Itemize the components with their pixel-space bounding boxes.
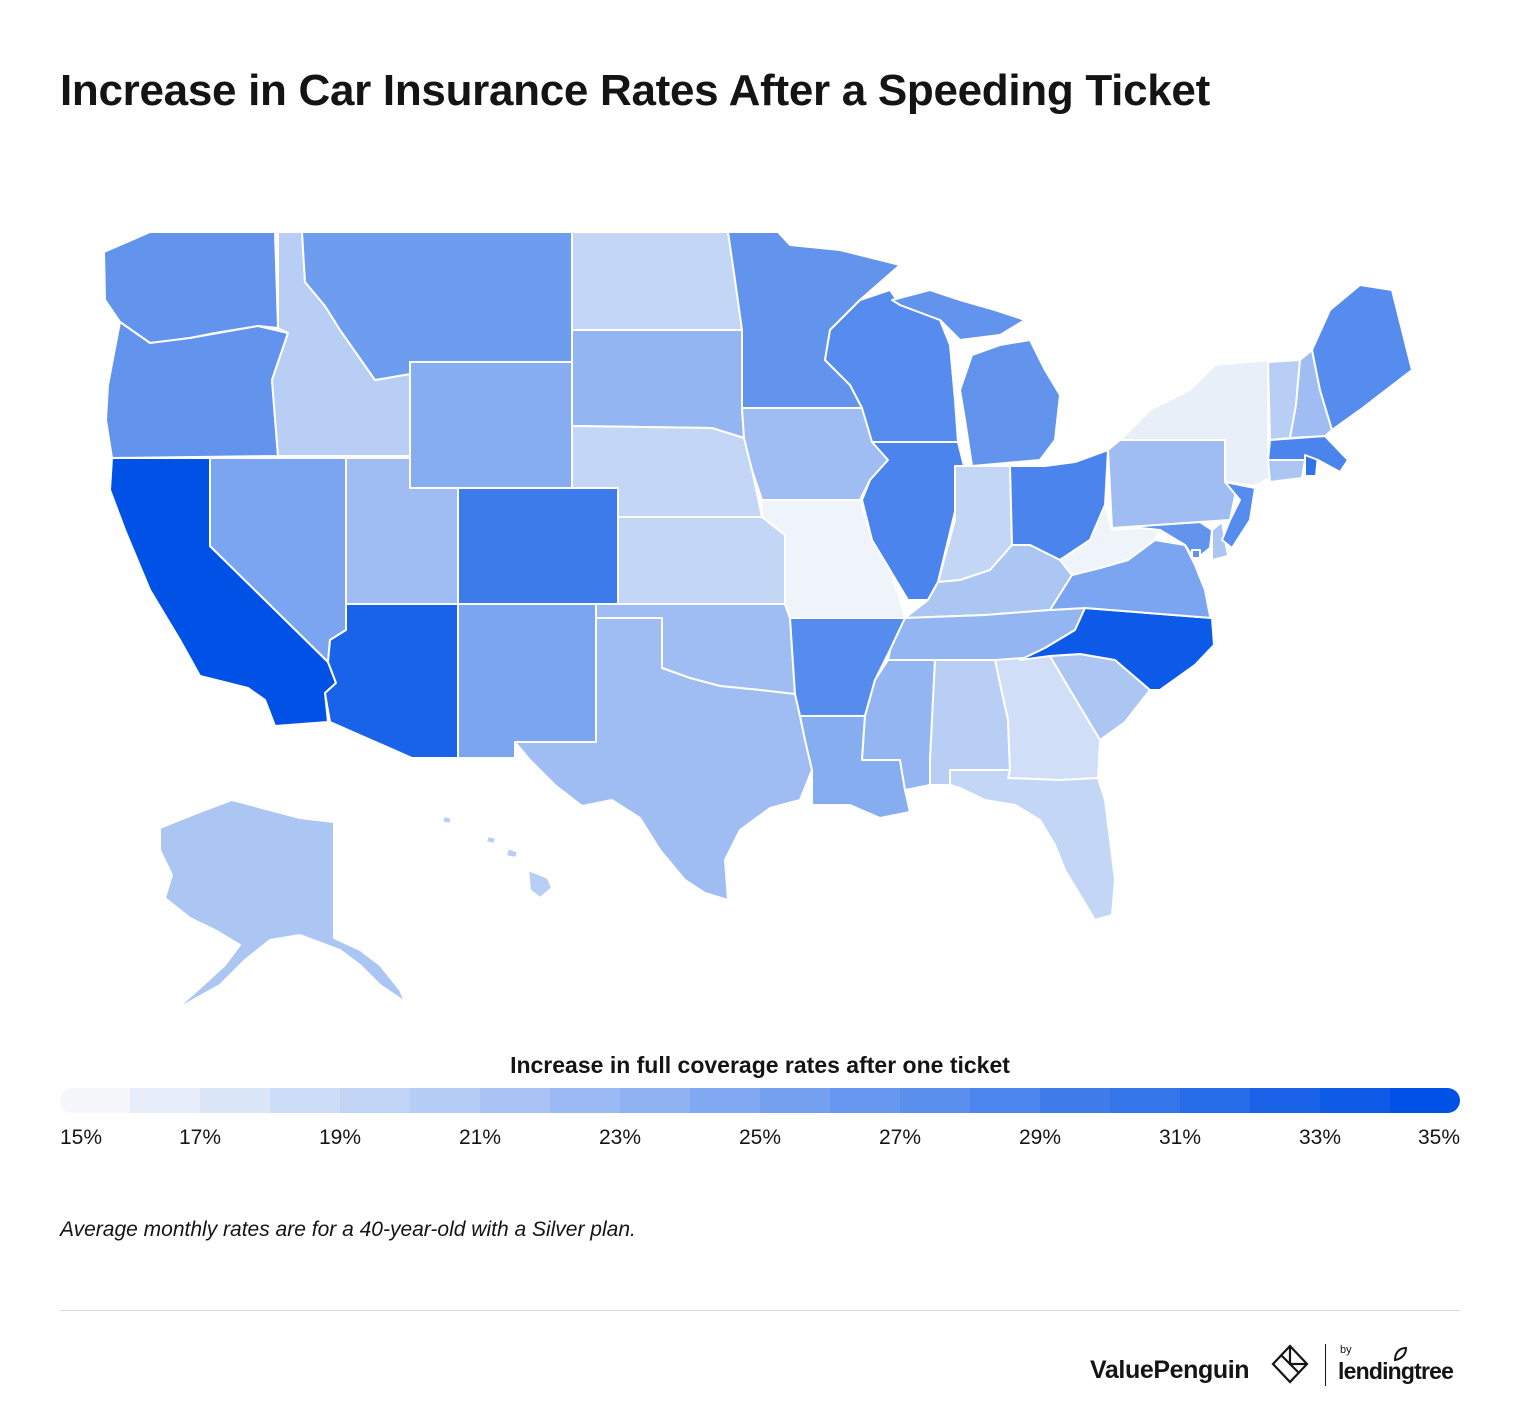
state-DE	[1211, 521, 1229, 561]
state-NY	[1119, 359, 1271, 487]
legend-tick-label: 33%	[1298, 1126, 1342, 1149]
legend-tick-label: 23%	[598, 1126, 642, 1149]
legend-color-scale	[60, 1088, 1460, 1113]
state-KS	[617, 516, 786, 605]
legend-tick-label: 27%	[878, 1126, 922, 1149]
legend-tick-label: 21%	[458, 1126, 502, 1149]
state-PA	[1107, 439, 1241, 529]
legend-color-step	[830, 1088, 900, 1113]
legend-color-step	[1250, 1088, 1320, 1113]
legend-color-step	[480, 1088, 550, 1113]
legend-color-step	[690, 1088, 760, 1113]
legend-color-step	[550, 1088, 620, 1113]
state-MA	[1267, 435, 1349, 473]
legend-color-step	[130, 1088, 200, 1113]
footer-divider	[60, 1310, 1460, 1311]
legend-color-step	[1390, 1088, 1460, 1113]
legend-color-step	[340, 1088, 410, 1113]
legend-color-step	[410, 1088, 480, 1113]
state-NM	[457, 603, 597, 759]
brand-by-label: by	[1340, 1344, 1352, 1356]
legend-color-step	[620, 1088, 690, 1113]
state-FL	[949, 769, 1116, 921]
footnote: Average monthly rates are for a 40-year-…	[60, 1218, 636, 1241]
legend-tick-label: 31%	[1158, 1126, 1202, 1149]
legend-tick-label: 17%	[178, 1126, 222, 1149]
state-AL	[929, 659, 1011, 786]
state-NJ	[1221, 481, 1256, 549]
brand-divider	[1325, 1344, 1326, 1386]
legend-title: Increase in full coverage rates after on…	[510, 1052, 1010, 1078]
legend-color-step	[270, 1088, 340, 1113]
legend-color-step	[900, 1088, 970, 1113]
legend-tick-label: 25%	[738, 1126, 782, 1149]
state-NC	[1019, 607, 1215, 691]
legend-tick-label: 35%	[1417, 1126, 1460, 1149]
lendingtree-logo-text: lendingtree	[1338, 1358, 1454, 1384]
legend-tick-label: 29%	[1018, 1126, 1062, 1149]
lendingtree-leaf-icon	[1393, 1346, 1408, 1362]
legend-color-step	[1320, 1088, 1390, 1113]
legend-color-step	[1180, 1088, 1250, 1113]
legend-color-step	[760, 1088, 830, 1113]
legend-color-step	[970, 1088, 1040, 1113]
legend-color-step	[1110, 1088, 1180, 1113]
chart-title: Increase in Car Insurance Rates After a …	[60, 66, 1210, 115]
state-shapes	[103, 231, 1413, 1011]
state-CT	[1267, 459, 1306, 483]
valuepenguin-logo-text: ValuePenguin	[1090, 1356, 1250, 1384]
legend-color-step	[200, 1088, 270, 1113]
valuepenguin-diamond-icon	[1271, 1344, 1309, 1384]
state-TX	[514, 617, 813, 901]
state-CO	[457, 487, 619, 605]
legend-tick-label: 19%	[318, 1126, 362, 1149]
legend-color-step	[1040, 1088, 1110, 1113]
us-choropleth-map	[103, 231, 1413, 1011]
state-ND	[571, 231, 743, 331]
state-WY	[409, 361, 573, 489]
legend-color-step	[60, 1088, 130, 1113]
state-SD	[571, 329, 745, 439]
state-WI	[824, 289, 959, 443]
state-DC	[1191, 549, 1201, 559]
state-AK	[159, 799, 406, 1011]
state-OR	[105, 321, 289, 459]
legend-tick-label: 15%	[60, 1126, 103, 1149]
state-ME	[1311, 284, 1413, 431]
state-HI	[441, 815, 553, 899]
state-MI	[891, 289, 1061, 467]
state-MD	[1111, 521, 1213, 561]
